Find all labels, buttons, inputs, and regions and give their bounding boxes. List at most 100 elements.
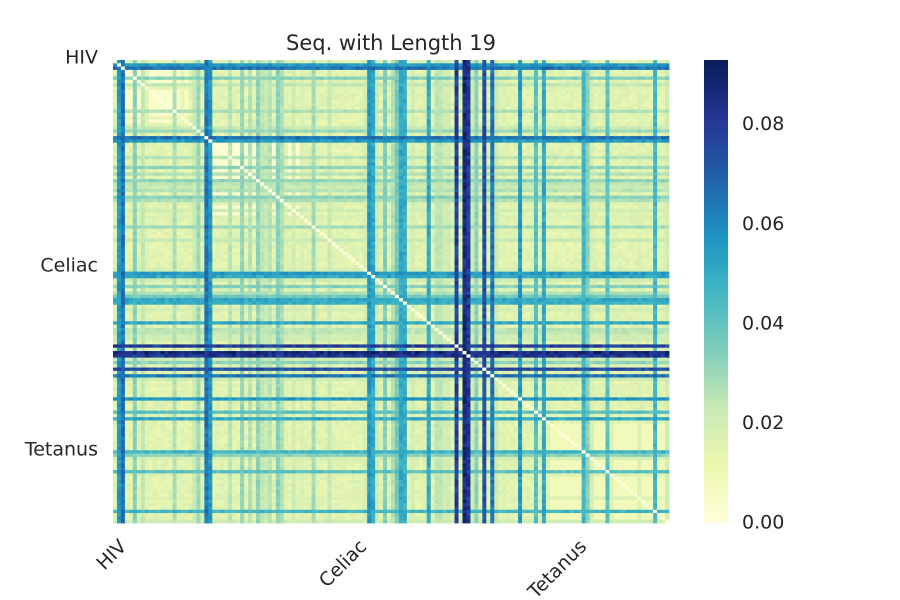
heatmap-cell xyxy=(204,175,209,180)
heatmap-cell xyxy=(180,126,185,130)
heatmap-cell xyxy=(327,159,332,163)
heatmap-cell xyxy=(530,66,535,71)
heatmap-cell xyxy=(514,79,519,84)
heatmap-cell xyxy=(625,89,630,94)
heatmap-cell xyxy=(398,93,404,97)
heatmap-cell xyxy=(466,63,471,68)
heatmap-cell xyxy=(363,69,368,74)
heatmap-cell xyxy=(355,155,360,160)
heatmap-cell xyxy=(557,155,563,160)
heatmap-cell xyxy=(506,152,511,157)
heatmap-cell xyxy=(355,152,360,157)
heatmap-cell xyxy=(172,66,177,71)
heatmap-cell xyxy=(506,66,511,71)
heatmap-cell xyxy=(597,66,602,71)
heatmap-cell xyxy=(188,139,193,144)
heatmap-cell xyxy=(430,93,436,97)
heatmap-cell xyxy=(557,169,563,173)
heatmap-cell xyxy=(486,169,491,173)
heatmap-cell xyxy=(430,139,436,144)
heatmap-cell xyxy=(482,142,487,147)
heatmap-cell xyxy=(140,136,146,140)
heatmap-cell xyxy=(557,66,563,71)
heatmap-cell xyxy=(144,132,150,137)
heatmap-cell xyxy=(184,175,189,180)
heatmap-cell xyxy=(502,165,507,170)
heatmap-cell xyxy=(613,109,618,114)
heatmap-cell xyxy=(200,142,205,147)
heatmap-cell xyxy=(549,83,555,87)
heatmap-cell xyxy=(204,96,209,101)
heatmap-cell xyxy=(335,165,340,170)
heatmap-cell xyxy=(458,132,463,137)
heatmap-cell xyxy=(327,79,332,84)
heatmap-cell xyxy=(355,119,360,124)
heatmap-cell xyxy=(593,169,598,173)
heatmap-cell xyxy=(442,102,447,107)
heatmap-cell xyxy=(387,73,392,77)
heatmap-cell xyxy=(319,152,324,157)
heatmap-cell xyxy=(259,106,265,111)
heatmap-cell xyxy=(263,119,269,124)
heatmap-cell xyxy=(196,149,201,153)
heatmap-cell xyxy=(140,139,146,144)
heatmap-cell xyxy=(394,126,400,130)
heatmap-cell xyxy=(240,169,245,173)
heatmap-cell xyxy=(414,83,420,87)
heatmap-cell xyxy=(212,165,217,170)
heatmap-cell xyxy=(438,119,444,124)
heatmap-cell xyxy=(192,66,197,71)
heatmap-cell xyxy=(355,60,360,64)
heatmap-cell xyxy=(132,152,138,157)
heatmap-cell xyxy=(569,79,575,84)
heatmap-cell xyxy=(514,162,519,167)
heatmap-cell xyxy=(649,63,654,68)
heatmap-cell xyxy=(653,99,658,104)
heatmap-cell xyxy=(394,162,400,167)
heatmap-cell xyxy=(371,86,376,91)
heatmap-cell xyxy=(236,172,241,177)
heatmap-cell xyxy=(116,145,122,150)
heatmap-cell xyxy=(144,112,150,117)
heatmap-cell xyxy=(641,83,646,87)
heatmap-cell xyxy=(506,86,511,91)
heatmap-cell xyxy=(414,139,420,144)
heatmap-cell xyxy=(490,129,495,134)
heatmap-cell xyxy=(510,86,515,91)
heatmap-cell xyxy=(160,155,166,160)
heatmap-cell xyxy=(275,109,281,114)
heatmap-cell xyxy=(605,136,610,140)
heatmap-cell xyxy=(379,152,384,157)
heatmap-cell xyxy=(343,83,348,87)
heatmap-cell xyxy=(291,116,297,120)
heatmap-cell xyxy=(120,145,126,150)
heatmap-cell xyxy=(315,89,320,94)
heatmap-cell xyxy=(204,112,209,117)
heatmap-cell xyxy=(351,93,356,97)
heatmap-cell xyxy=(394,66,400,71)
heatmap-cell xyxy=(498,145,503,150)
heatmap-cell xyxy=(160,132,166,137)
heatmap-cell xyxy=(240,93,245,97)
heatmap-cell xyxy=(522,79,527,84)
heatmap-cell xyxy=(613,63,618,68)
heatmap-cell xyxy=(633,116,638,120)
heatmap-cell xyxy=(510,83,515,87)
heatmap-cell xyxy=(518,69,523,74)
heatmap-cell xyxy=(458,136,463,140)
heatmap-cell xyxy=(192,169,197,173)
heatmap-cell xyxy=(188,152,193,157)
heatmap-cell xyxy=(653,69,658,74)
heatmap-cell xyxy=(486,79,491,84)
heatmap-cell xyxy=(605,139,610,144)
heatmap-cell xyxy=(184,142,189,147)
heatmap-cell xyxy=(144,152,150,157)
heatmap-cell xyxy=(351,142,356,147)
heatmap-cell xyxy=(216,142,221,147)
heatmap-cell xyxy=(601,96,606,101)
heatmap-cell xyxy=(367,83,372,87)
heatmap-cell xyxy=(371,89,376,94)
heatmap-cell xyxy=(506,142,511,147)
heatmap-cell xyxy=(113,96,118,101)
heatmap-cell xyxy=(514,86,519,91)
